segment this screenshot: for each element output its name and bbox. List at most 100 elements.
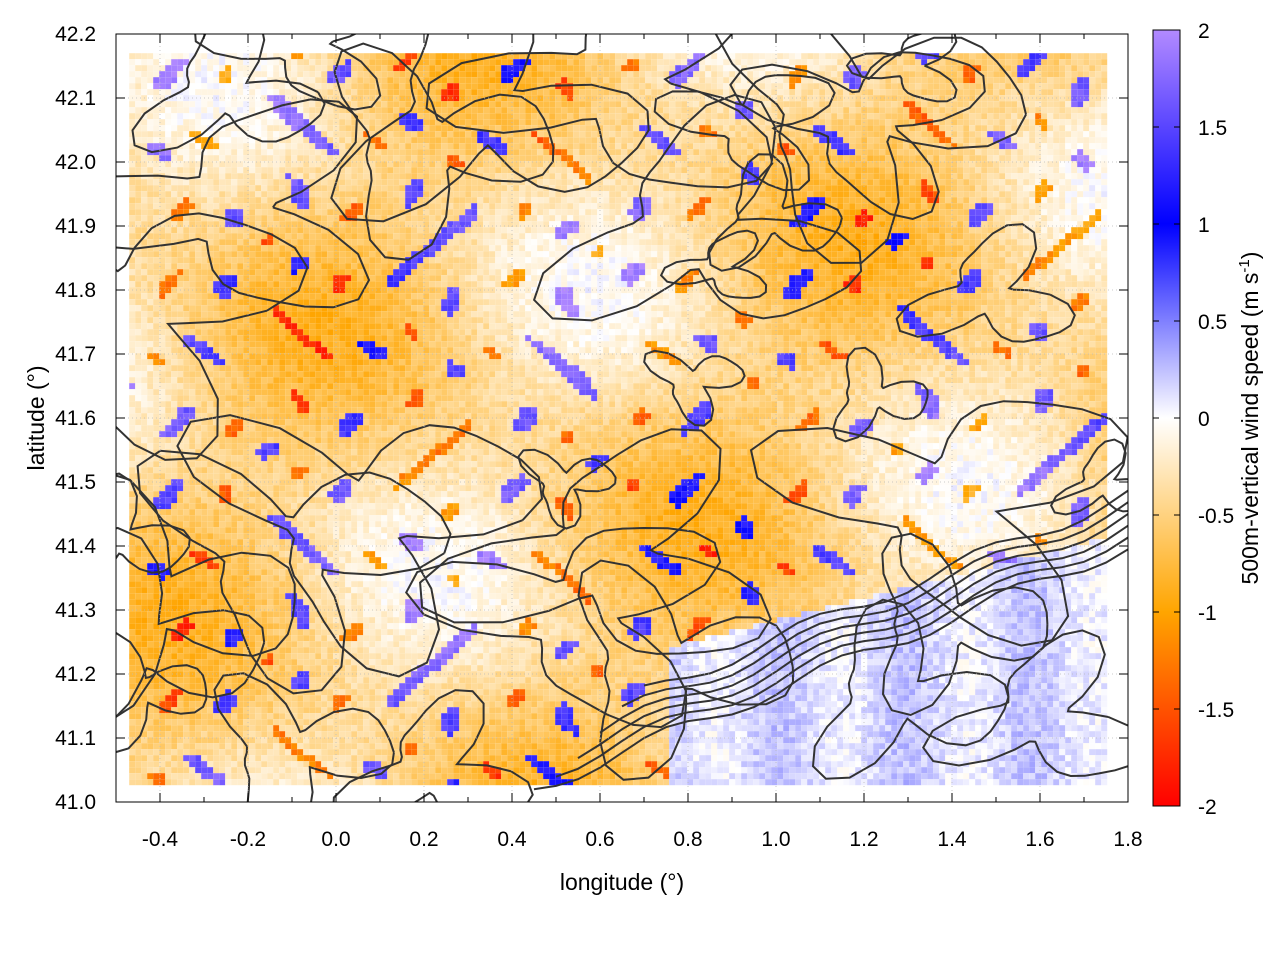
heatmap-cell <box>303 71 309 77</box>
heatmap-cell <box>999 143 1005 149</box>
heatmap-cell <box>231 149 237 155</box>
heatmap-cell <box>261 59 267 65</box>
heatmap-cell <box>147 77 153 83</box>
heatmap-cell <box>141 65 147 71</box>
heatmap-cell <box>843 107 849 113</box>
heatmap-cell <box>585 191 591 197</box>
heatmap-cell <box>981 179 987 185</box>
heatmap-cell <box>387 233 393 239</box>
heatmap-cell <box>465 209 471 215</box>
heatmap-cell <box>915 83 921 89</box>
heatmap-cell <box>417 89 423 95</box>
heatmap-cell <box>447 131 453 137</box>
heatmap-cell <box>1023 155 1029 161</box>
heatmap-cell <box>543 179 549 185</box>
heatmap-cell <box>573 215 579 221</box>
heatmap-cell <box>843 71 849 77</box>
heatmap-cell <box>189 149 195 155</box>
heatmap-cell <box>195 83 201 89</box>
heatmap-cell <box>1059 173 1065 179</box>
heatmap-cell <box>579 131 585 137</box>
heatmap-cell <box>1029 179 1035 185</box>
heatmap-cell <box>795 107 801 113</box>
heatmap-cell <box>729 215 735 221</box>
heatmap-cell <box>135 137 141 143</box>
heatmap-cell <box>717 83 723 89</box>
heatmap-cell <box>177 167 183 173</box>
heatmap-cell <box>1083 107 1089 113</box>
heatmap-cell <box>225 65 231 71</box>
heatmap-cell <box>651 155 657 161</box>
heatmap-cell <box>561 89 567 95</box>
heatmap-cell <box>1095 167 1101 173</box>
heatmap-cell <box>207 83 213 89</box>
heatmap-cell <box>399 191 405 197</box>
heatmap-cell <box>273 167 279 173</box>
heatmap-cell <box>459 65 465 71</box>
heatmap-cell <box>1059 83 1065 89</box>
heatmap-cell <box>201 179 207 185</box>
heatmap-cell <box>897 167 903 173</box>
heatmap-cell <box>963 167 969 173</box>
heatmap-cell <box>981 101 987 107</box>
heatmap-cell <box>921 113 927 119</box>
heatmap-cell <box>327 155 333 161</box>
heatmap-cell <box>387 197 393 203</box>
heatmap-cell <box>795 167 801 173</box>
heatmap-cell <box>213 89 219 95</box>
heatmap-cell <box>825 119 831 125</box>
heatmap-cell <box>903 107 909 113</box>
heatmap-cell <box>231 167 237 173</box>
heatmap-cell <box>843 209 849 215</box>
heatmap-cell <box>255 179 261 185</box>
heatmap-cell <box>147 209 153 215</box>
heatmap-cell <box>939 137 945 143</box>
heatmap-cell <box>411 179 417 185</box>
heatmap-cell <box>921 197 927 203</box>
heatmap-cell <box>921 89 927 95</box>
heatmap-cell <box>885 101 891 107</box>
heatmap-cell <box>261 113 267 119</box>
heatmap-cell <box>897 59 903 65</box>
heatmap-cell <box>843 113 849 119</box>
heatmap-cell <box>375 155 381 161</box>
heatmap-cell <box>1065 227 1071 233</box>
heatmap-cell <box>417 131 423 137</box>
heatmap-cell <box>579 113 585 119</box>
heatmap-cell <box>1017 185 1023 191</box>
heatmap-cell <box>195 113 201 119</box>
heatmap-cell <box>1077 167 1083 173</box>
heatmap-cell <box>807 227 813 233</box>
heatmap-cell <box>669 101 675 107</box>
heatmap-cell <box>681 203 687 209</box>
heatmap-cell <box>969 83 975 89</box>
heatmap-cell <box>867 101 873 107</box>
heatmap-cell <box>483 155 489 161</box>
heatmap-cell <box>897 107 903 113</box>
heatmap-cell <box>957 77 963 83</box>
heatmap-cell <box>759 59 765 65</box>
heatmap-cell <box>273 215 279 221</box>
heatmap-cell <box>339 125 345 131</box>
heatmap-cell <box>477 179 483 185</box>
heatmap-cell <box>651 53 657 59</box>
heatmap-cell <box>873 209 879 215</box>
heatmap-cell <box>927 77 933 83</box>
heatmap-cell <box>471 179 477 185</box>
heatmap-cell <box>579 53 585 59</box>
heatmap-cell <box>615 113 621 119</box>
heatmap-cell <box>339 131 345 137</box>
heatmap-cell <box>405 53 411 59</box>
heatmap-cell <box>693 191 699 197</box>
heatmap-cell <box>1065 65 1071 71</box>
heatmap-cell <box>939 185 945 191</box>
heatmap-cell <box>831 143 837 149</box>
heatmap-cell <box>747 137 753 143</box>
heatmap-cell <box>387 149 393 155</box>
heatmap-cell <box>903 185 909 191</box>
heatmap-cell <box>1005 149 1011 155</box>
heatmap-cell <box>855 215 861 221</box>
heatmap-cell <box>633 233 639 239</box>
heatmap-cell <box>249 143 255 149</box>
heatmap-cell <box>267 71 273 77</box>
